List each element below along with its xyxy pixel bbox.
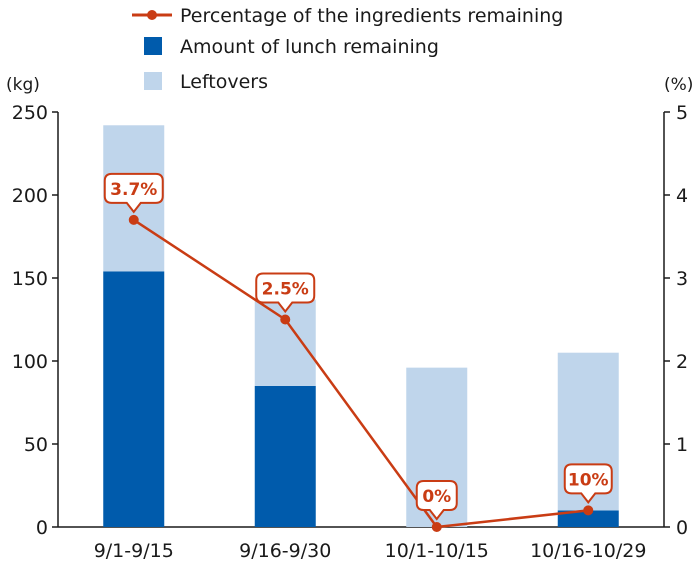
left-tick-label: 250 [12, 102, 48, 124]
left-tick-label: 150 [12, 268, 48, 290]
line-point [280, 314, 291, 325]
legend-lunch-swatch [144, 37, 162, 55]
left-tick-label: 200 [12, 185, 48, 207]
bar-lunch-remaining [557, 510, 619, 527]
line-series [128, 214, 594, 532]
category-label: 9/1-9/15 [94, 540, 174, 562]
category-labels: 9/1-9/15 9/16-9/30 10/1-10/15 10/16-10/29 [94, 540, 647, 562]
data-label: 10% [568, 470, 609, 490]
left-axis-unit: (kg) [6, 75, 40, 95]
data-callouts: 3.7% 2.5% 0% 10% [103, 172, 613, 521]
legend-lunch-label: Amount of lunch remaining [180, 36, 439, 58]
right-tick-label: 4 [676, 185, 688, 207]
left-axis-ticks: 0 50 100 150 200 250 [12, 102, 58, 539]
callout-bubble [103, 172, 164, 214]
legend-line-marker [147, 10, 157, 20]
data-label: 0% [422, 487, 451, 507]
right-tick-label: 1 [676, 434, 688, 456]
bar-lunch-remaining [103, 271, 165, 527]
category-label: 10/1-10/15 [385, 540, 489, 562]
callout-bubble [563, 463, 613, 505]
bar-lunch-remaining [254, 385, 316, 527]
category-label: 10/16-10/29 [530, 540, 646, 562]
right-axis-ticks: 0 1 2 3 4 5 [664, 102, 688, 539]
legend-line-label: Percentage of the ingredients remaining [180, 5, 563, 27]
left-tick-label: 0 [36, 517, 48, 539]
legend-leftovers-label: Leftovers [180, 71, 268, 93]
left-tick-label: 50 [24, 434, 48, 456]
line-point [583, 505, 594, 516]
legend: Percentage of the ingredients remaining … [132, 5, 563, 93]
right-tick-label: 0 [676, 517, 688, 539]
right-tick-label: 3 [676, 268, 688, 290]
left-tick-label: 100 [12, 351, 48, 373]
legend-leftovers-swatch [144, 72, 162, 90]
category-label: 9/16-9/30 [239, 540, 331, 562]
callout-bubble [415, 480, 458, 521]
right-tick-label: 5 [676, 102, 688, 124]
line-point [431, 522, 442, 532]
line-percentage [133, 218, 589, 529]
bar-leftovers [254, 299, 316, 386]
right-axis-unit: (%) [664, 75, 693, 95]
callout-bubble [255, 272, 316, 314]
bars [103, 125, 619, 527]
right-tick-label: 2 [676, 351, 688, 373]
line-point [128, 214, 139, 225]
data-label: 3.7% [110, 180, 157, 200]
data-label: 2.5% [262, 280, 309, 300]
